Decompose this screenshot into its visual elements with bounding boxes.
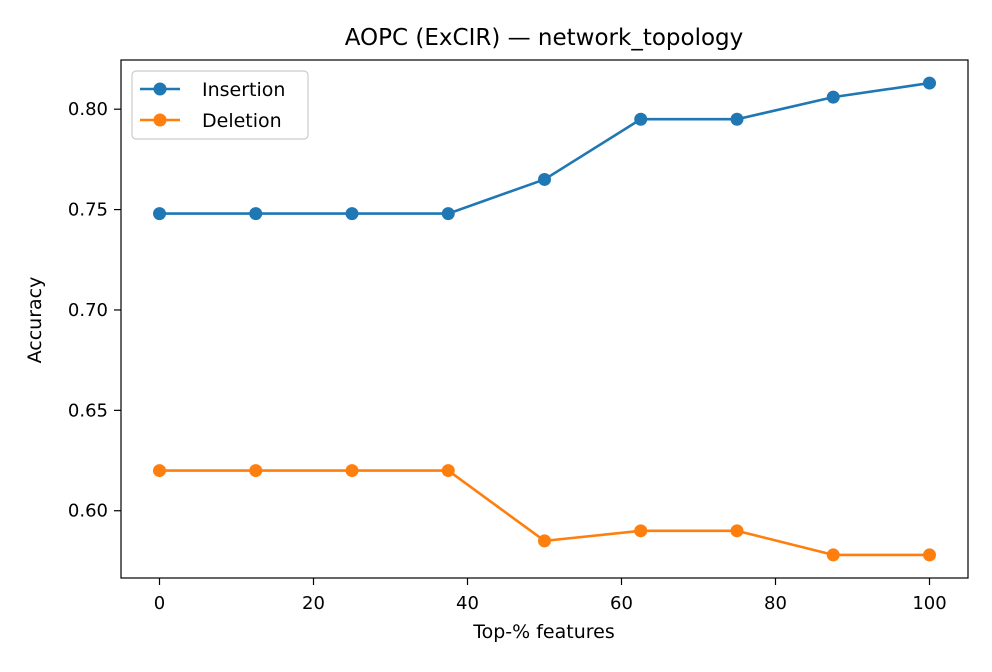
data-point-deletion [826, 548, 840, 562]
plot-frame [120, 59, 969, 579]
x-axis-label: Top-% features [472, 621, 615, 643]
legend: Insertion Deletion [131, 70, 309, 140]
plot-area-border [120, 59, 969, 579]
x-axis-ticks: 0 20 40 60 80 100 [154, 578, 947, 614]
data-point-deletion [923, 548, 936, 562]
data-point-insertion [441, 207, 455, 221]
data-point-deletion [634, 524, 648, 538]
series-layer [153, 76, 936, 562]
chart-title: AOPC (ExCIR) — network_topology [345, 25, 744, 51]
legend-marker-deletion [153, 113, 167, 127]
y-tick-label: 0.75 [68, 200, 108, 221]
y-axis-label: Accuracy [24, 277, 46, 364]
data-point-deletion [345, 464, 359, 478]
data-point-deletion [249, 464, 263, 478]
legend-label-deletion: Deletion [202, 110, 282, 132]
data-point-insertion [730, 112, 744, 126]
x-tick-label: 100 [912, 593, 946, 614]
data-point-deletion [441, 464, 455, 478]
legend-marker-insertion [153, 82, 167, 96]
data-point-insertion [923, 76, 936, 90]
x-tick-label: 60 [610, 593, 633, 614]
data-point-insertion [826, 90, 840, 104]
data-point-deletion [538, 534, 551, 548]
data-point-deletion [730, 524, 744, 538]
y-tick-label: 0.80 [68, 99, 108, 120]
data-point-insertion [249, 207, 263, 221]
y-tick-label: 0.70 [68, 300, 108, 321]
x-tick-label: 0 [154, 593, 165, 614]
data-point-deletion [153, 464, 166, 478]
data-point-insertion [345, 207, 359, 221]
data-point-insertion [153, 207, 166, 221]
x-tick-label: 20 [302, 593, 325, 614]
y-axis-ticks: 0.60 0.65 0.70 0.75 0.80 [68, 99, 121, 522]
y-tick-label: 0.60 [68, 501, 108, 522]
y-tick-label: 0.65 [68, 400, 108, 421]
data-point-insertion [634, 112, 648, 126]
x-tick-label: 80 [764, 593, 787, 614]
legend-label-insertion: Insertion [202, 79, 285, 101]
x-tick-label: 40 [456, 593, 479, 614]
data-point-insertion [538, 172, 551, 186]
